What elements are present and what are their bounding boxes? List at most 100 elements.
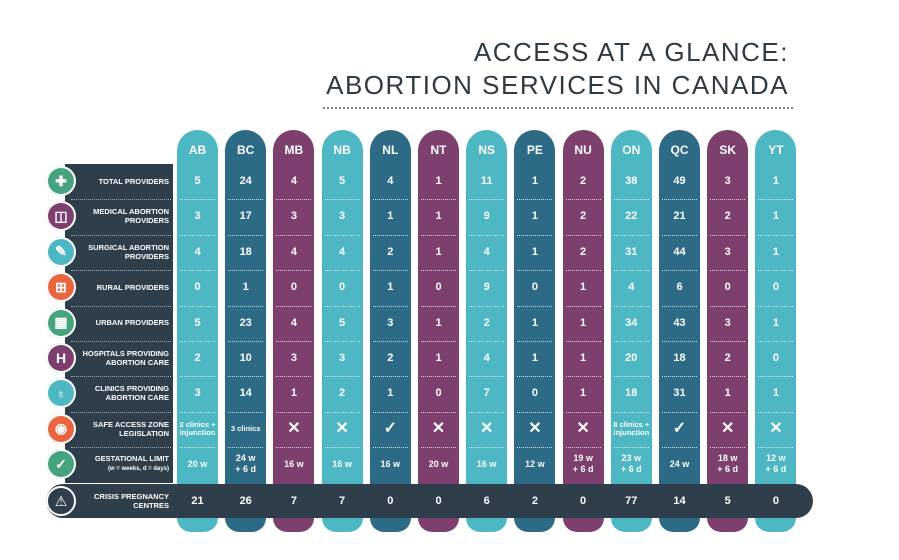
province-header: PE [526,143,543,157]
table-cell: 1 [435,175,442,187]
province-column-tail [369,518,411,532]
cell-divider [758,447,794,449]
cell-divider [421,376,456,378]
cell-divider [710,447,746,449]
table-cell: ✕ [769,419,783,437]
cell-divider [324,411,360,413]
cell-divider [517,270,553,272]
table-cell: 10 [239,352,252,364]
table-cell: 2 [387,245,394,258]
row-label-text: URBAN PROVIDERS [95,318,169,328]
cell-divider [662,447,697,449]
province-column-tail [562,518,604,532]
cell-divider [662,411,697,413]
cell-divider [662,199,697,201]
row-label: GESTATIONAL LIMIT (w = weeks, d = days) [65,447,169,481]
cell-divider [469,376,505,378]
table-cell: 1 [724,387,731,400]
table-cell: 1 [580,316,587,329]
table-cell: 1 [772,387,779,400]
cell-divider [613,234,649,236]
table-cell: 38 [625,175,638,187]
clipboard-check-icon: ✓ [46,449,76,480]
page-title-line-1: ACCESS AT A GLANCE: [473,37,789,67]
cell-divider [758,234,794,236]
table-cell: 0 [531,387,538,400]
table-cell: 1 [531,210,538,223]
table-cell: 11 [480,175,493,187]
cell-divider [228,199,264,201]
table-cell: 19 w + 6 d [572,453,594,475]
crisis-row-label: CRISIS PREGNANCY CENTRES [93,492,169,510]
plus-cross-icon: ✚ [46,166,76,196]
row-label-text: RURAL PROVIDERS [96,282,169,292]
cell-divider [662,305,697,307]
province-header: NL [382,143,399,157]
table-cell: 1 [772,210,779,223]
table-cell: 1 [290,387,297,400]
province-column-yt: YT 1 1 1 0 1 0 1 ✕ 12 w + 6 d [755,130,797,518]
province-header: AB [188,143,207,157]
cell-divider [565,376,601,378]
table-cell: 20 w [428,458,449,469]
table-cell: 2 [580,210,587,223]
row-divider [71,305,171,307]
table-cell: 0 [531,281,538,294]
table-cell: 34 [625,316,638,329]
table-cell: 16 w [476,458,497,469]
page-title-line-2: ABORTION SERVICES IN CANADA [326,70,789,100]
row-sublabel-text: (w = weeks, d = days) [107,466,169,473]
cell-divider [662,270,697,272]
table-cell: 20 w [187,458,208,469]
cell-divider [180,376,215,378]
cell-divider [324,447,360,449]
table-cell: 3 [290,352,297,364]
table-cell: 1 [580,387,587,400]
cell-divider [276,234,312,236]
table-cell: 23 w + 6 d [620,453,642,475]
cell-divider [758,270,794,272]
row-label-text: MEDICAL ABORTION PROVIDERS [93,207,169,226]
cell-divider [276,376,312,378]
table-cell: 4 [290,316,297,329]
crisis-value: 7 [290,495,297,507]
cell-divider [758,341,794,342]
crisis-value: 0 [387,495,394,507]
table-cell: 1 [531,245,538,258]
table-cell: 24 w [669,458,690,469]
crisis-value: 0 [580,495,587,507]
cell-divider [421,305,456,307]
table-cell: 3 clinics [230,423,261,433]
province-column-nl: NL 4 1 2 1 3 2 1 ✓ 16 w [369,130,411,518]
cell-divider [228,305,264,307]
table-cell: ✕ [479,419,494,437]
cell-divider [324,376,360,378]
province-column-tail [273,518,315,532]
table-cell: 2 [194,352,201,364]
cell-divider [613,270,649,272]
cell-divider [372,270,408,272]
table-cell: 2 [724,210,731,223]
cell-divider [565,199,601,201]
cell-divider [421,341,456,342]
table-cell: 3 [724,245,731,258]
cell-divider [710,341,746,342]
table-cell: 1 [772,316,779,329]
table-cell: 0 [435,281,442,294]
table-cell: 1 [580,352,587,364]
warning-icon: ⚠ [46,486,76,516]
row-label-text: SAFE ACCESS ZONE LEGISLATION [93,419,169,438]
row-divider [71,376,171,378]
cell-divider [469,234,505,236]
table-cell: 12 w + 6 d [765,453,787,475]
crisis-value: 0 [772,495,779,507]
crisis-value: 77 [625,495,638,507]
table-cell: 12 w [525,458,545,469]
row-label: SAFE ACCESS ZONE LEGISLATION [65,412,169,446]
cell-divider [180,411,215,413]
table-cell: 5 [194,175,201,187]
cell-divider [421,447,456,449]
cell-divider [758,376,794,378]
table-cell: 2 [724,352,731,364]
cell-divider [517,305,553,307]
